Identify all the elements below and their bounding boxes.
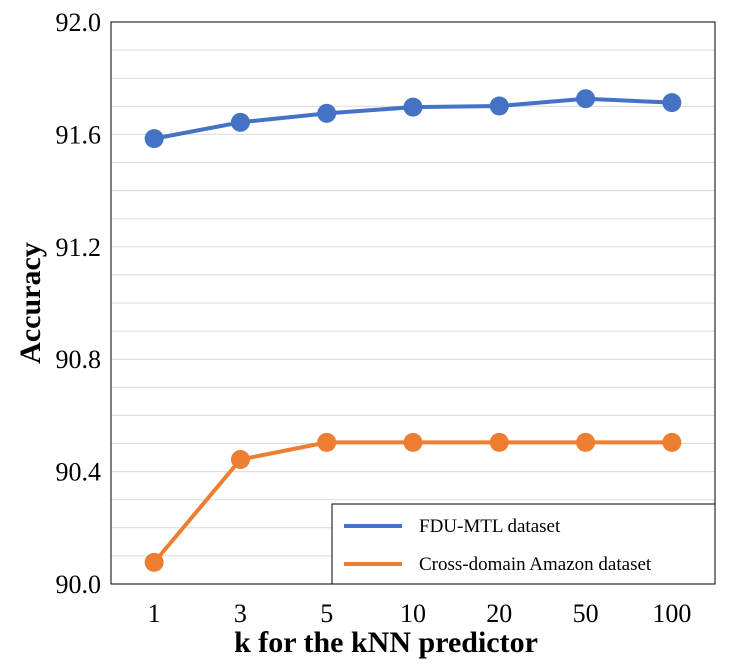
- data-point: [489, 432, 509, 452]
- x-tick-label: 10: [400, 599, 426, 628]
- gridlines: [111, 49, 715, 557]
- data-point: [403, 432, 423, 452]
- data-point: [662, 93, 682, 113]
- series-fdu-mtl: [144, 89, 682, 149]
- x-tick-label: 1: [148, 599, 161, 628]
- legend-box: [331, 503, 716, 585]
- y-axis-title: Accuracy: [14, 242, 47, 364]
- x-tick-labels: 1 3 5 10 20 50 100: [148, 599, 692, 628]
- data-point: [144, 552, 164, 572]
- data-point: [317, 103, 337, 123]
- series-cross-domain-amazon: [144, 432, 682, 572]
- data-point: [662, 432, 682, 452]
- x-tick-label: 100: [652, 599, 691, 628]
- x-tick-label: 3: [234, 599, 247, 628]
- legend-label-cross-domain-amazon: Cross-domain Amazon dataset: [419, 554, 652, 575]
- y-tick-labels: 90.0 90.4 90.8 91.2 91.6 92.0: [56, 8, 102, 599]
- data-point: [230, 112, 250, 132]
- y-tick-label: 90.4: [56, 458, 102, 487]
- x-tick-label: 50: [573, 599, 599, 628]
- data-point: [403, 97, 423, 117]
- data-point: [576, 89, 596, 109]
- x-tick-label: 5: [320, 599, 333, 628]
- x-axis-title: k for the kNN predictor: [234, 626, 538, 659]
- series-layer: [144, 89, 682, 572]
- data-point: [489, 96, 509, 116]
- legend: FDU-MTL dataset Cross-domain Amazon data…: [331, 503, 716, 585]
- data-point: [230, 450, 250, 470]
- data-point: [576, 432, 596, 452]
- data-point: [144, 129, 164, 149]
- data-point: [317, 432, 337, 452]
- y-tick-label: 90.8: [56, 345, 102, 374]
- y-tick-label: 91.2: [56, 233, 102, 262]
- y-tick-label: 90.0: [56, 570, 102, 599]
- y-tick-label: 92.0: [56, 8, 102, 37]
- x-tick-label: 20: [486, 599, 512, 628]
- y-tick-label: 91.6: [56, 120, 102, 149]
- legend-label-fdu-mtl: FDU-MTL dataset: [419, 516, 561, 537]
